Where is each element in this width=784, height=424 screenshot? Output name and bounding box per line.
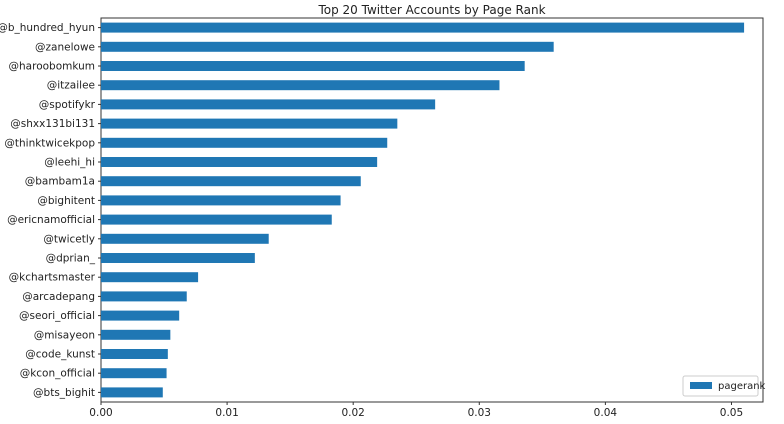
category-label: @b_hundred_hyun <box>0 22 95 34</box>
category-label: @bts_bighit <box>33 387 95 399</box>
x-tick-label: 0.01 <box>215 407 238 419</box>
plot-frame <box>100 17 764 403</box>
category-label: @seori_official <box>19 310 95 322</box>
x-tick-label: 0.05 <box>720 407 743 419</box>
category-labels: @b_hundred_hyun @zanelowe @haroobomkum @itz… <box>0 22 101 399</box>
bar <box>101 387 163 398</box>
bar <box>101 368 167 379</box>
bar <box>101 176 361 187</box>
legend-label: pagerank <box>718 381 766 392</box>
bar <box>101 80 500 91</box>
x-axis: 0.00 0.01 0.02 0.03 0.04 0.05 <box>89 402 743 419</box>
bar <box>101 195 341 206</box>
category-label: @arcadepang <box>22 291 95 303</box>
category-label: @code_kunst <box>25 349 95 361</box>
category-label: @bighitent <box>37 195 95 207</box>
bar <box>101 233 269 244</box>
chart-title: Top 20 Twitter Accounts by Page Rank <box>317 3 545 17</box>
bar <box>101 137 388 148</box>
bar <box>101 310 180 321</box>
category-label: @zanelowe <box>35 41 95 53</box>
category-label: @dprian_ <box>46 253 96 265</box>
x-tick-label: 0.00 <box>89 407 112 419</box>
bar <box>101 349 168 359</box>
bar <box>101 291 187 302</box>
legend: pagerank <box>682 375 766 397</box>
bar <box>101 61 525 71</box>
bar <box>101 214 332 225</box>
category-label: @ericnamofficial <box>7 214 95 226</box>
bar <box>101 99 436 110</box>
legend-frame <box>682 375 759 397</box>
category-label: @itzailee <box>47 80 95 92</box>
category-label: @shxx131bi131 <box>10 118 95 130</box>
category-label: @misayeon <box>34 329 95 341</box>
category-label: @bambam1a <box>25 176 95 188</box>
category-label: @twicetly <box>43 233 95 245</box>
category-label: @spotifykr <box>39 99 96 111</box>
bar <box>101 118 398 129</box>
bar <box>101 272 199 283</box>
bar <box>101 41 554 52</box>
category-label: @thinktwicekpop <box>4 137 95 149</box>
bar <box>101 157 378 167</box>
x-tick-label: 0.02 <box>341 407 364 419</box>
x-tick-label: 0.03 <box>468 407 491 419</box>
x-tick-label: 0.04 <box>594 407 618 419</box>
category-label: @haroobomkum <box>9 61 95 73</box>
bars-layer <box>101 22 745 398</box>
category-label: @kcon_official <box>20 368 95 380</box>
bar <box>101 329 171 340</box>
legend-swatch <box>690 382 712 389</box>
bar <box>101 253 255 263</box>
category-label: @leehi_hi <box>44 157 95 169</box>
bar <box>101 22 745 33</box>
category-label: @kchartsmaster <box>9 272 96 284</box>
